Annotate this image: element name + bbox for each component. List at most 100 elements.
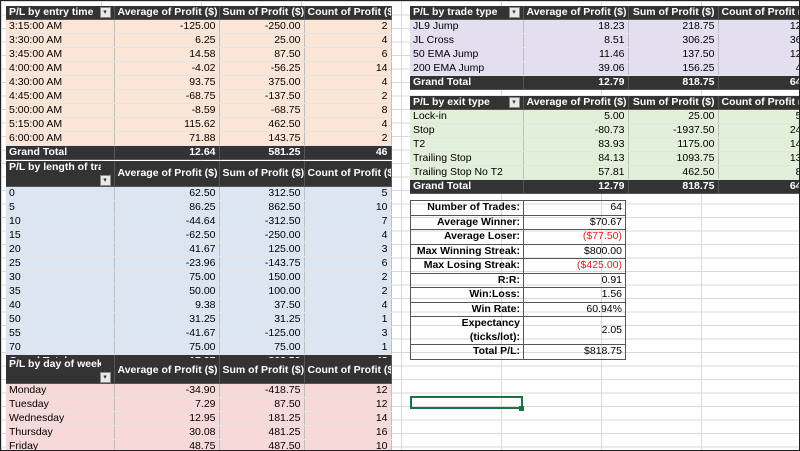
value-cell[interactable]: 25.00 (628, 109, 719, 124)
pivot-data-row[interactable]: Monday -34.90 -418.75 12 (6, 383, 392, 398)
row-label-cell[interactable]: 3:30:00 AM (6, 33, 115, 48)
summary-row[interactable]: Expectancy (ticks/lot): 2.05 (410, 316, 626, 345)
value-cell[interactable]: 462.50 (628, 165, 719, 180)
value-cell[interactable]: 1 (304, 312, 392, 327)
row-label-cell[interactable]: 50 (6, 312, 115, 327)
value-cell[interactable]: 14 (304, 411, 392, 426)
value-cell[interactable]: 36 (718, 33, 799, 48)
pivot-data-row[interactable]: Thursday 30.08 481.25 16 (6, 425, 392, 440)
value-cell[interactable]: 10 (304, 200, 392, 215)
summary-value[interactable]: 1.56 (523, 287, 626, 303)
value-cell[interactable]: 2 (304, 89, 392, 104)
value-cell[interactable]: 12 (304, 383, 392, 398)
value-cell[interactable]: 4 (304, 117, 392, 132)
row-label-cell[interactable]: 5 (6, 200, 115, 215)
value-cell[interactable]: -250.00 (219, 19, 305, 34)
value-cell[interactable]: -56.25 (219, 61, 305, 76)
value-cell[interactable]: 62.50 (114, 186, 220, 201)
value-cell[interactable]: -125.00 (219, 326, 305, 341)
pivot-column-header[interactable]: Count of Profit ($) (304, 6, 392, 20)
pivot-column-header[interactable]: Sum of Profit ($) (219, 358, 305, 384)
value-cell[interactable]: 7 (304, 214, 392, 229)
pivot-trade-length[interactable]: P/L by length of trade ▾ Average of Profit… (6, 161, 392, 369)
pivot-data-row[interactable]: 40 9.38 37.50 4 (6, 298, 392, 313)
value-cell[interactable]: 10 (304, 439, 392, 450)
grand-total-value[interactable]: 64 (718, 179, 799, 194)
value-cell[interactable]: 83.93 (523, 137, 629, 152)
row-label-cell[interactable]: 4:45:00 AM (6, 89, 115, 104)
row-label-cell[interactable]: 50 EMA Jump (410, 47, 524, 62)
row-label-cell[interactable]: 15 (6, 228, 115, 243)
value-cell[interactable]: 41.67 (114, 242, 220, 257)
pivot-data-row[interactable]: 4:30:00 AM 93.75 375.00 4 (6, 75, 392, 90)
value-cell[interactable]: 48.75 (114, 439, 220, 450)
summary-value[interactable]: $70.67 (523, 214, 626, 230)
pivot-data-row[interactable]: 35 50.00 100.00 2 (6, 284, 392, 299)
value-cell[interactable]: 481.25 (219, 425, 305, 440)
value-cell[interactable]: -312.50 (219, 214, 305, 229)
grand-total-value[interactable]: 818.75 (628, 75, 719, 90)
pivot-data-row[interactable]: 3:30:00 AM 6.25 25.00 4 (6, 33, 392, 48)
row-label-cell[interactable]: 3:45:00 AM (6, 47, 115, 62)
value-cell[interactable]: 156.25 (628, 61, 719, 76)
value-cell[interactable]: 2 (304, 131, 392, 146)
value-cell[interactable]: 50.00 (114, 284, 220, 299)
value-cell[interactable]: 1175.00 (628, 137, 719, 152)
pivot-data-row[interactable]: 30 75.00 150.00 2 (6, 270, 392, 285)
value-cell[interactable]: -62.50 (114, 228, 220, 243)
value-cell[interactable]: 57.81 (523, 165, 629, 180)
pivot-trade-type[interactable]: P/L by trade type ▾ Average of Profit ($) S… (410, 6, 799, 90)
row-label-cell[interactable]: Wednesday (6, 411, 115, 426)
value-cell[interactable]: 37.50 (219, 298, 305, 313)
pivot-data-row[interactable]: 4:45:00 AM -68.75 -137.50 2 (6, 89, 392, 104)
row-label-cell[interactable]: 25 (6, 256, 115, 271)
value-cell[interactable]: 13 (718, 151, 799, 166)
value-cell[interactable]: 87.50 (219, 47, 305, 62)
pivot-column-header[interactable]: Average of Profit ($) (523, 96, 629, 110)
grand-total-value[interactable]: 12.64 (114, 145, 220, 160)
value-cell[interactable]: 115.62 (114, 117, 220, 132)
value-cell[interactable]: 87.50 (219, 397, 305, 412)
summary-row[interactable]: Max Winning Streak: $800.00 (410, 243, 626, 259)
summary-label[interactable]: Average Loser: (410, 229, 524, 245)
pivot-column-header[interactable]: Average of Profit ($) (523, 6, 629, 20)
value-cell[interactable]: 4 (718, 61, 799, 76)
fill-handle[interactable] (519, 406, 524, 411)
value-cell[interactable]: 862.50 (219, 200, 305, 215)
summary-label[interactable]: Max Losing Streak: (410, 258, 524, 274)
pivot-data-row[interactable]: 25 -23.96 -143.75 6 (6, 256, 392, 271)
summary-value[interactable]: 0.91 (523, 272, 626, 288)
row-label-cell[interactable]: JL Cross (410, 33, 524, 48)
pivot-row-label-header[interactable]: P/L by length of trade ▾ (6, 161, 115, 187)
value-cell[interactable]: 6 (304, 256, 392, 271)
value-cell[interactable]: -143.75 (219, 256, 305, 271)
filter-dropdown-icon[interactable]: ▾ (508, 7, 520, 18)
value-cell[interactable]: 16 (304, 425, 392, 440)
pivot-column-header[interactable]: Average of Profit ($) (114, 6, 220, 20)
value-cell[interactable]: 1 (304, 340, 392, 355)
grand-total-value[interactable]: 12.79 (523, 75, 629, 90)
pivot-row-label-header[interactable]: P/L by entry time ▾ (6, 6, 115, 20)
value-cell[interactable]: 3 (304, 326, 392, 341)
row-label-cell[interactable]: Tuesday (6, 397, 115, 412)
row-label-cell[interactable]: 30 (6, 270, 115, 285)
pivot-column-header[interactable]: Count of Profit ($) (718, 6, 799, 20)
grand-total-value[interactable]: 12.79 (523, 179, 629, 194)
row-label-cell[interactable]: Trailing Stop No T2 (410, 165, 524, 180)
value-cell[interactable]: 30.08 (114, 425, 220, 440)
pivot-data-row[interactable]: 5 86.25 862.50 10 (6, 200, 392, 215)
row-label-cell[interactable]: 10 (6, 214, 115, 229)
grand-total-label[interactable]: Grand Total (410, 179, 524, 194)
row-label-cell[interactable]: 6:00:00 AM (6, 131, 115, 146)
value-cell[interactable]: -68.75 (114, 89, 220, 104)
pivot-data-row[interactable]: 3:15:00 AM -125.00 -250.00 2 (6, 19, 392, 34)
value-cell[interactable]: -80.73 (523, 123, 629, 138)
